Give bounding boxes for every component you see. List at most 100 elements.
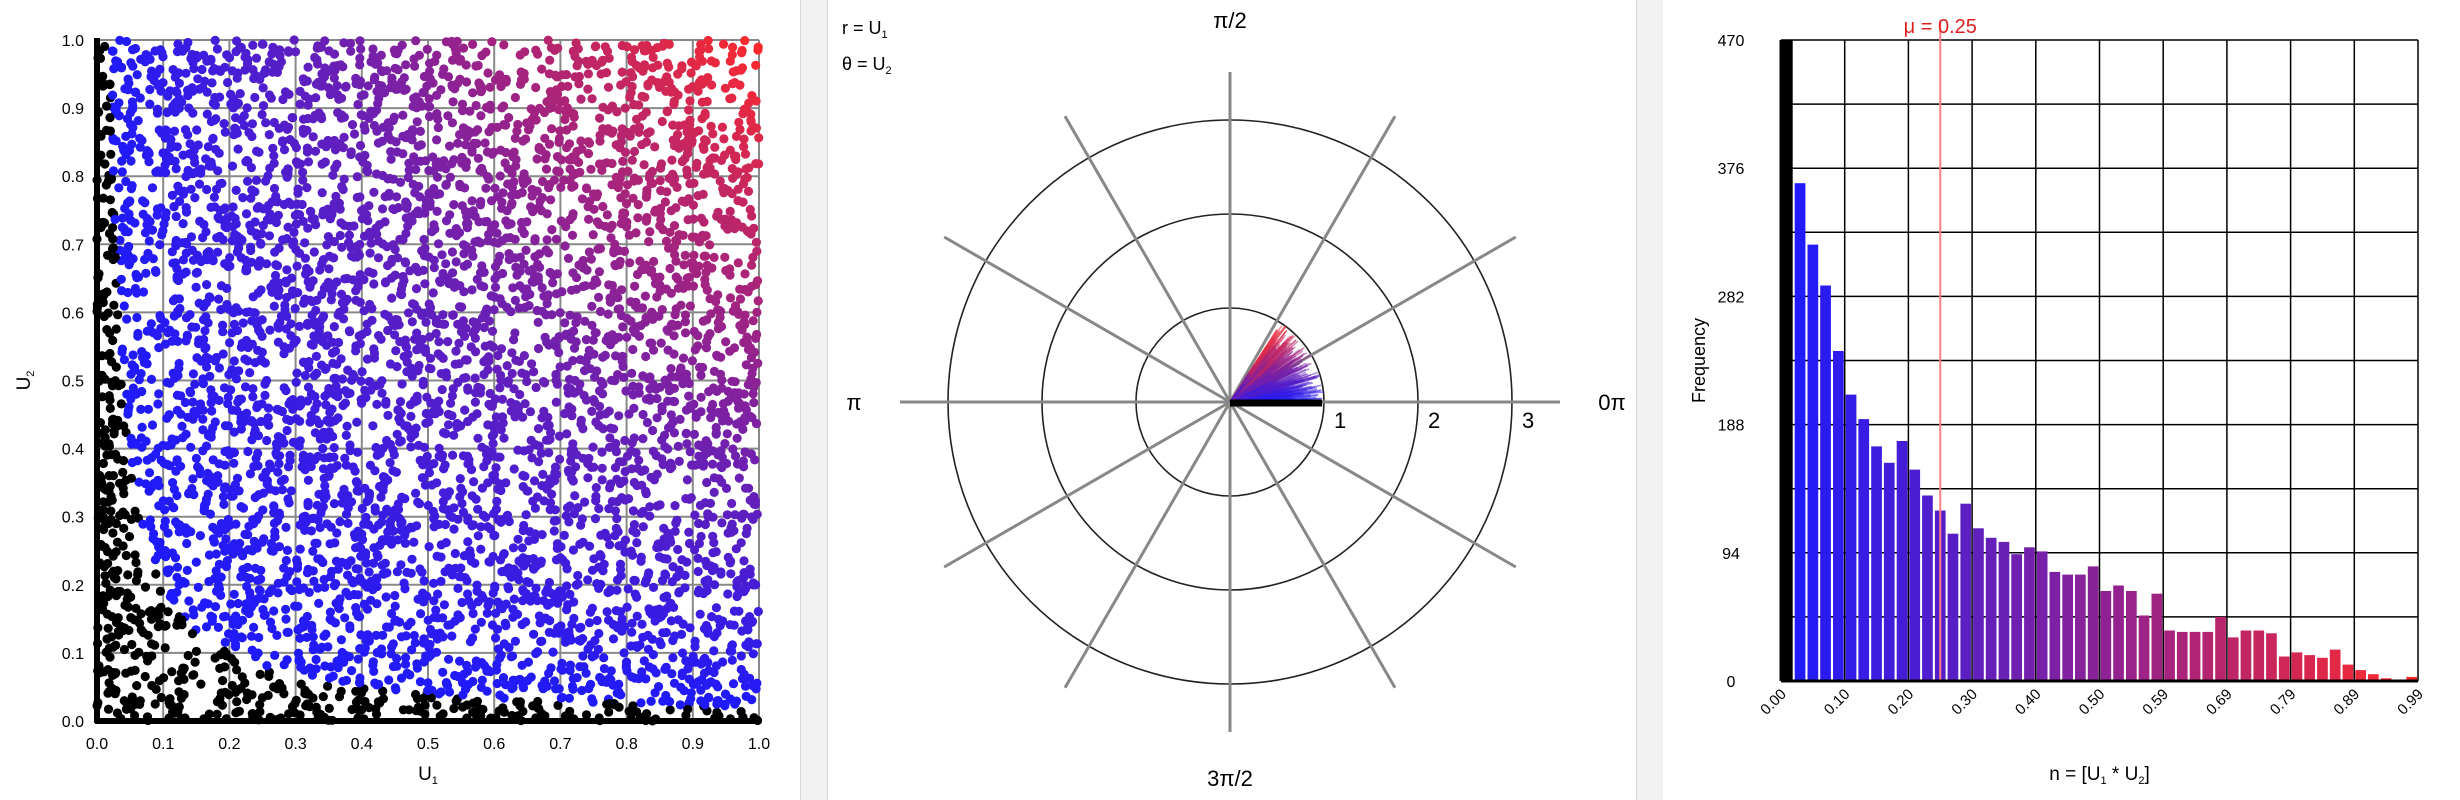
scatter-point — [528, 207, 538, 217]
scatter-point — [743, 380, 753, 390]
scatter-point — [307, 670, 317, 680]
scatter-point — [632, 592, 642, 602]
scatter-point — [232, 73, 242, 83]
scatter-point — [484, 316, 494, 326]
scatter-point — [688, 82, 698, 92]
scatter-point — [233, 685, 243, 695]
scatter-point — [518, 681, 528, 691]
scatter-point — [567, 467, 577, 477]
scatter-point — [717, 452, 727, 462]
scatter-point — [524, 578, 534, 588]
scatter-point — [164, 152, 174, 162]
scatter-point — [632, 611, 642, 621]
scatter-point — [420, 480, 430, 490]
scatter-point — [450, 359, 460, 369]
scatter-point — [351, 686, 361, 696]
scatter-point — [680, 310, 691, 320]
scatter-point — [103, 704, 114, 714]
scatter-point — [710, 169, 720, 179]
scatter-point — [725, 293, 736, 303]
scatter-point — [115, 235, 125, 245]
scatter-point — [355, 612, 365, 622]
scatter-point — [679, 120, 690, 130]
scatter-point — [254, 325, 264, 335]
scatter-point — [352, 192, 362, 203]
scatter-point — [193, 166, 203, 176]
scatter-point — [581, 395, 592, 405]
scatter-point — [264, 57, 274, 67]
scatter-point — [438, 667, 448, 677]
scatter-point — [416, 140, 426, 150]
scatter-point — [119, 355, 129, 365]
scatter-point — [105, 126, 115, 136]
scatter-point — [595, 550, 605, 560]
scatter-point — [694, 518, 704, 529]
scatter-point — [537, 709, 547, 719]
scatter-panel: 0.0 0.1 0.2 0.3 0.4 0.5 0.6 0.7 0.8 0.9 1.0 0.0 0.1 0… — [0, 0, 800, 800]
scatter-point — [128, 61, 138, 71]
scatter-point — [626, 546, 636, 556]
scatter-point — [202, 362, 212, 372]
scatter-point — [180, 125, 191, 135]
scatter-point — [341, 587, 351, 598]
scatter-point — [671, 256, 681, 266]
scatter-point — [287, 289, 297, 299]
scatter-point — [231, 185, 241, 195]
scatter-point — [181, 43, 191, 53]
scatter-point — [510, 295, 520, 305]
scatter-point — [592, 217, 602, 227]
scatter-point — [686, 258, 696, 268]
scatter-point — [510, 328, 520, 338]
scatter-point — [399, 351, 409, 362]
scatter-point — [531, 115, 541, 125]
scatter-point — [128, 123, 138, 133]
scatter-point — [439, 64, 449, 74]
scatter-point — [170, 107, 180, 117]
scatter-point — [470, 397, 480, 407]
scatter-point — [672, 572, 682, 582]
scatter-point — [309, 576, 319, 586]
scatter-point — [419, 657, 429, 667]
scatter-point — [268, 143, 278, 153]
scatter-point — [332, 461, 342, 471]
scatter-point — [144, 236, 154, 246]
scatter-point — [387, 608, 397, 619]
scatter-point — [365, 299, 375, 310]
scatter-point — [227, 161, 238, 171]
scatter-point — [677, 156, 687, 167]
scatter-point — [247, 645, 257, 655]
scatter-point — [113, 613, 123, 623]
scatter-point — [279, 145, 290, 155]
scatter-point — [241, 599, 251, 609]
scatter-point — [547, 310, 557, 320]
scatter-point — [594, 267, 605, 277]
scatter-point — [488, 551, 498, 562]
scatter-point — [359, 204, 369, 214]
scatter-point — [273, 432, 283, 442]
scatter-point — [225, 338, 235, 348]
scatter-point — [739, 142, 749, 152]
scatter-point — [183, 650, 193, 661]
scatter-point — [336, 635, 346, 645]
scatter-point — [727, 50, 737, 60]
scatter-point — [342, 294, 352, 304]
scatter-point — [743, 186, 754, 196]
scatter-point — [253, 575, 263, 586]
scatter-point — [417, 473, 427, 483]
scatter-point — [114, 183, 124, 193]
scatter-point — [167, 548, 178, 558]
scatter-point — [521, 510, 531, 520]
scatter-point — [242, 694, 252, 705]
scatter-point — [694, 46, 704, 57]
scatter-point — [198, 233, 208, 243]
scatter-point — [332, 159, 342, 169]
scatter-point — [248, 392, 258, 402]
scatter-point — [234, 706, 244, 716]
scatter-point — [645, 384, 655, 394]
scatter-point — [676, 629, 687, 640]
scatter-point — [403, 621, 413, 631]
scatter-point — [355, 53, 365, 63]
scatter-point — [685, 538, 695, 549]
scatter-point — [638, 434, 648, 444]
scatter-point — [433, 613, 443, 623]
